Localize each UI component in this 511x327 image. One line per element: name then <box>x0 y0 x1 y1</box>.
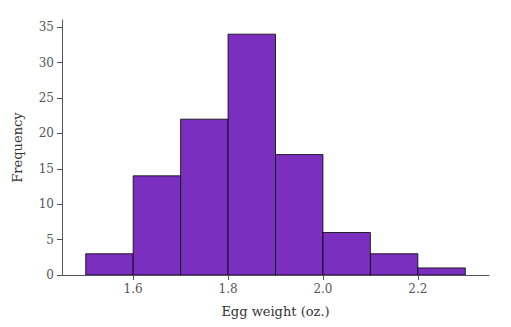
svg-text:5: 5 <box>46 233 54 247</box>
svg-text:1.6: 1.6 <box>124 282 143 296</box>
svg-text:35: 35 <box>39 20 54 34</box>
svg-text:0: 0 <box>46 268 54 282</box>
svg-text:30: 30 <box>39 56 54 70</box>
svg-text:25: 25 <box>39 91 54 105</box>
svg-text:20: 20 <box>39 126 54 140</box>
svg-text:15: 15 <box>39 162 54 176</box>
svg-text:Egg weight (oz.): Egg weight (oz.) <box>221 304 329 319</box>
svg-text:2.0: 2.0 <box>313 282 332 296</box>
svg-text:10: 10 <box>39 197 54 211</box>
svg-text:Frequency: Frequency <box>10 112 25 183</box>
svg-text:2.2: 2.2 <box>408 282 427 296</box>
svg-text:1.8: 1.8 <box>219 282 238 296</box>
